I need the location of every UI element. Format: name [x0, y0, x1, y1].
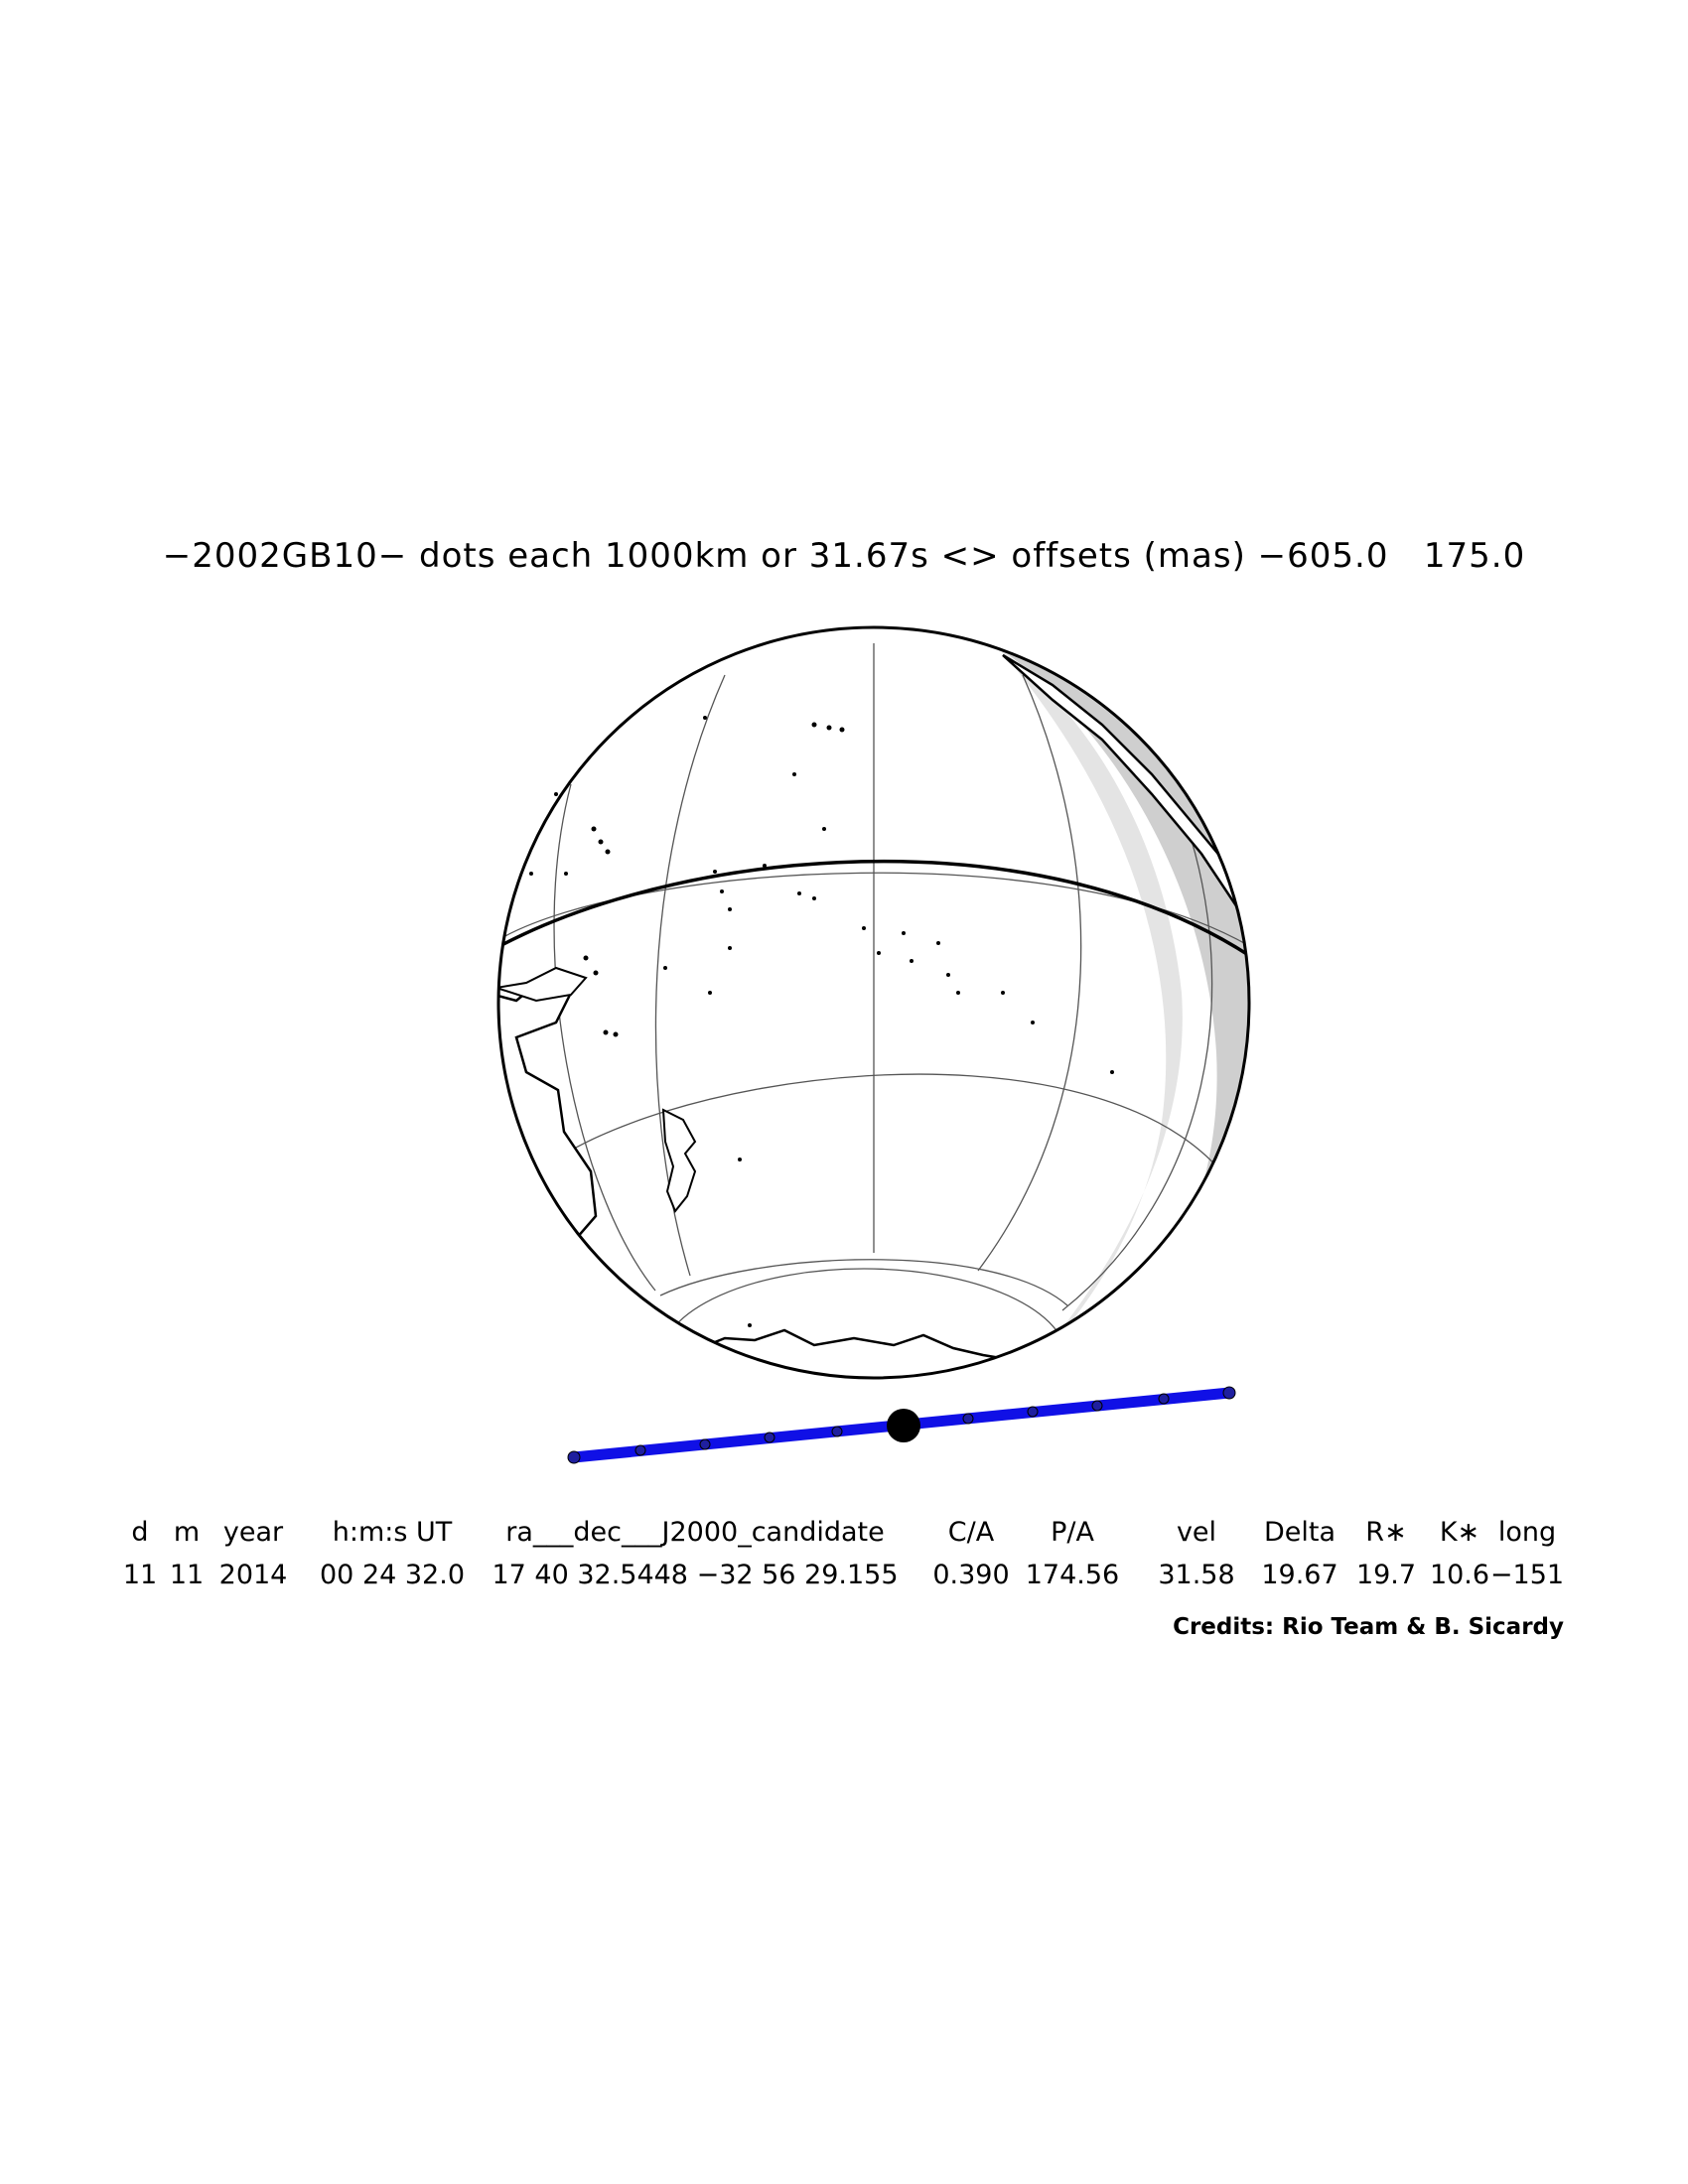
track-dots — [567, 1386, 1236, 1464]
value-k-mag: 10.6 — [1429, 1560, 1490, 1590]
value-delta: 19.67 — [1261, 1560, 1338, 1590]
value-r-mag: 19.7 — [1355, 1560, 1417, 1590]
island-dots — [529, 716, 1114, 1327]
value-long: −151 — [1489, 1560, 1565, 1590]
value-ra-dec: 17 40 32.5448 −32 56 29.155 — [492, 1560, 899, 1590]
header-r-mag: R∗ — [1365, 1517, 1407, 1548]
header-year: year — [222, 1517, 284, 1548]
equator-line — [498, 859, 1249, 980]
header-day: d — [131, 1517, 149, 1548]
header-delta: Delta — [1263, 1517, 1336, 1548]
value-pa: 174.56 — [1025, 1560, 1120, 1590]
value-day: 11 — [122, 1560, 158, 1590]
landmass-new-guinea — [498, 966, 588, 1003]
landmass-new-zealand — [661, 1108, 697, 1213]
value-month: 11 — [169, 1560, 205, 1590]
header-ca: C/A — [947, 1517, 995, 1548]
credits-text: Credits: Rio Team & B. Sicardy — [1173, 1614, 1564, 1640]
header-long: long — [1497, 1517, 1557, 1548]
header-vel: vel — [1176, 1517, 1217, 1548]
header-time: h:m:s UT — [332, 1517, 453, 1548]
header-k-mag: K∗ — [1439, 1517, 1480, 1548]
chart-title: −2002GB10− dots each 1000km or 31.67s <>… — [162, 536, 1526, 576]
globe-outline — [496, 625, 1251, 1380]
value-time: 00 24 32.0 — [320, 1560, 465, 1590]
value-year: 2014 — [218, 1560, 288, 1590]
header-pa: P/A — [1051, 1517, 1094, 1548]
value-ca: 0.390 — [932, 1560, 1010, 1590]
closest-approach-dot — [887, 1409, 920, 1442]
value-vel: 31.58 — [1158, 1560, 1235, 1590]
header-ra-dec: ra___dec___J2000_candidate — [505, 1517, 885, 1548]
header-month: m — [173, 1517, 201, 1548]
